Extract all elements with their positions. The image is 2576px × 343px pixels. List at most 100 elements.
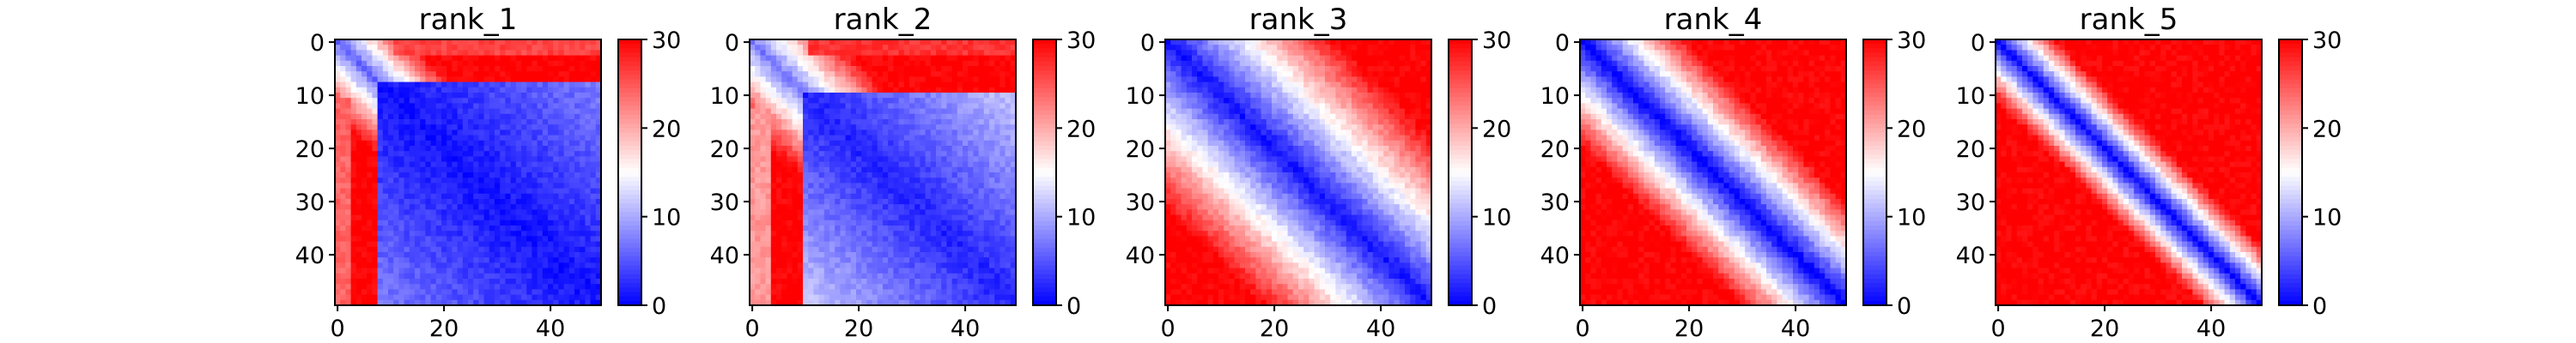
heatmap-cell — [941, 76, 947, 82]
heatmap-cell — [941, 226, 947, 232]
heatmap-cell — [877, 231, 884, 237]
heatmap-cell — [345, 39, 351, 45]
heatmap-cell — [398, 135, 404, 141]
heatmap-cell — [515, 246, 522, 253]
heatmap-cell — [803, 151, 809, 157]
heatmap-cell — [355, 273, 362, 280]
heatmap-cell — [495, 166, 501, 173]
heatmap-cell — [989, 193, 995, 200]
heatmap-cell — [883, 81, 889, 88]
heatmap-cell — [377, 188, 384, 195]
heatmap-cell — [409, 166, 416, 173]
heatmap-cell — [760, 183, 766, 189]
heatmap-cell — [489, 172, 495, 178]
heatmap-cell — [760, 45, 766, 51]
heatmap-cell — [521, 241, 527, 248]
heatmap-cell — [447, 172, 453, 178]
heatmap-cell — [409, 93, 416, 99]
heatmap-cell — [792, 199, 799, 205]
heatmap-cell — [574, 140, 580, 147]
heatmap-cell — [590, 161, 597, 168]
heatmap-cell — [377, 284, 384, 290]
heatmap-cell — [377, 273, 384, 280]
heatmap-cell — [951, 66, 958, 72]
heatmap-cell — [435, 236, 442, 242]
heatmap-cell — [765, 146, 772, 152]
heatmap-cell — [850, 279, 857, 285]
heatmap-cell — [872, 199, 878, 205]
heatmap-cell — [898, 257, 905, 263]
heatmap-cell — [340, 236, 346, 242]
heatmap-cell — [968, 45, 974, 51]
heatmap-cell — [973, 103, 979, 109]
heatmap-cell — [818, 188, 825, 195]
heatmap-cell — [823, 257, 830, 263]
heatmap-cell — [898, 231, 905, 237]
heatmap-cell — [861, 161, 867, 168]
heatmap-cell — [781, 273, 787, 280]
heatmap-cell — [1005, 257, 1012, 263]
heatmap-cell — [585, 209, 591, 215]
heatmap-cell — [829, 273, 835, 280]
heatmap-cell — [946, 252, 952, 258]
heatmap-cell — [335, 140, 341, 147]
heatmap-cell — [473, 183, 479, 189]
heatmap-cell — [755, 231, 761, 237]
heatmap-cell — [435, 45, 442, 51]
heatmap-cell — [983, 151, 990, 157]
heatmap-cell — [462, 284, 469, 290]
heatmap-cell — [345, 188, 351, 195]
heatmap-cell — [553, 39, 559, 45]
heatmap-cell — [462, 220, 469, 226]
heatmap-cell — [776, 231, 782, 237]
heatmap-cell — [505, 199, 511, 205]
heatmap-cell — [808, 204, 814, 210]
heatmap-cell — [393, 60, 399, 67]
heatmap-cell — [515, 241, 522, 248]
heatmap-cell — [585, 45, 591, 51]
heatmap-cell — [537, 220, 544, 226]
heatmap-cell — [382, 268, 389, 274]
heatmap-cell — [877, 236, 884, 242]
heatmap-cell — [367, 146, 373, 152]
heatmap-cell — [505, 98, 511, 104]
heatmap-cell — [903, 76, 910, 82]
heatmap-cell — [542, 151, 549, 157]
heatmap-cell — [537, 289, 544, 295]
heatmap-cell — [361, 151, 368, 157]
heatmap-cell — [393, 124, 399, 130]
heatmap-cell — [495, 284, 501, 290]
heatmap-cell — [920, 113, 926, 120]
heatmap-cell — [883, 135, 889, 141]
heatmap-cell — [963, 119, 969, 125]
heatmap-cell — [951, 268, 958, 274]
heatmap-cell — [452, 193, 458, 200]
heatmap-cell — [856, 129, 862, 135]
heatmap-cell — [930, 289, 937, 295]
heatmap-cell — [978, 279, 985, 285]
heatmap-cell — [558, 151, 564, 157]
heatmap-cell — [792, 241, 799, 248]
heatmap-cell — [776, 161, 782, 168]
heatmap-cell — [568, 252, 575, 258]
heatmap-cell — [872, 209, 878, 215]
heatmap-cell — [532, 214, 538, 221]
heatmap-cell — [558, 220, 564, 226]
heatmap-cell — [750, 66, 756, 72]
heatmap-cell — [548, 81, 554, 88]
heatmap-cell — [367, 183, 373, 189]
heatmap-cell — [590, 103, 597, 109]
heatmap-cell — [823, 93, 830, 99]
heatmap-cell — [361, 262, 368, 268]
heatmap-cell — [808, 113, 814, 120]
colorbar-segment — [618, 199, 641, 204]
heatmap-cell — [893, 87, 899, 93]
heatmap-cell — [840, 273, 846, 280]
heatmap-cell — [398, 279, 404, 285]
heatmap-cell — [946, 113, 952, 120]
heatmap-cell — [473, 226, 479, 232]
heatmap-cell — [505, 284, 511, 290]
heatmap-cell — [978, 273, 985, 280]
heatmap-cell — [818, 183, 825, 189]
heatmap-cell — [367, 119, 373, 125]
